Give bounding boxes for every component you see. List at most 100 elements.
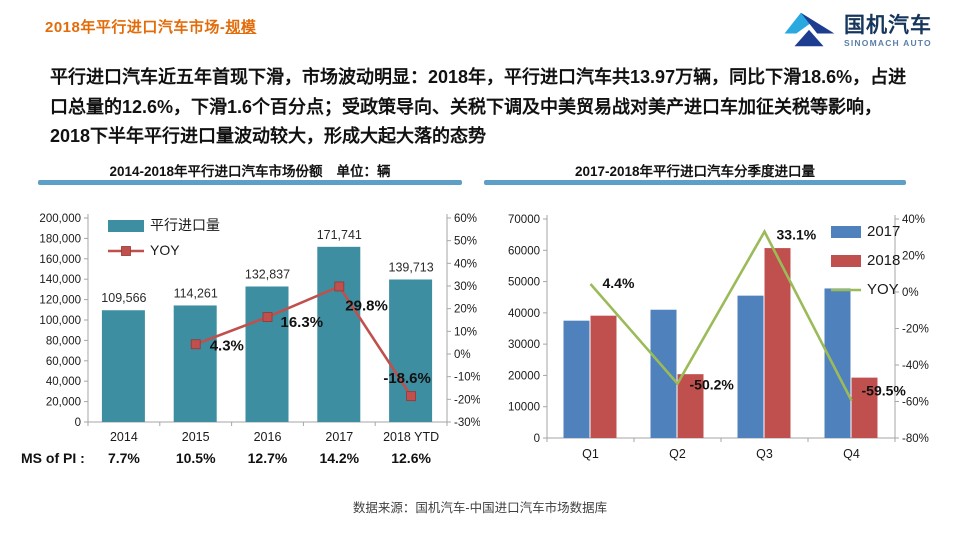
ms-of-pi-value: 14.2% — [319, 450, 359, 466]
left-axis-tick-label: 100,000 — [39, 315, 81, 327]
ms-of-pi-value: 12.6% — [391, 450, 431, 466]
yoy-value-label: -59.5% — [862, 383, 907, 399]
bar-平行进口量 — [173, 305, 217, 422]
ms-of-pi-value: 10.5% — [176, 450, 216, 466]
yoy-line — [195, 284, 413, 397]
bar-2018 — [764, 248, 791, 438]
bar-2017 — [563, 320, 590, 438]
left-axis-tick-label: 0 — [534, 433, 540, 445]
bar-平行进口量 — [101, 310, 145, 422]
x-category-label: Q2 — [669, 447, 686, 461]
bar-2017 — [650, 309, 677, 438]
right-axis-tick-label: 0% — [902, 287, 919, 299]
left-axis-tick-label: 10000 — [508, 402, 540, 414]
logo-subtitle: SINOMACH AUTO — [844, 38, 932, 49]
left-axis-tick-label: 20000 — [508, 370, 540, 382]
bar-2017 — [737, 295, 764, 438]
legend-swatch-2018 — [831, 255, 861, 267]
sinomach-logo: 国机汽车 SINOMACH AUTO — [780, 8, 932, 55]
bar-value-label: 114,261 — [174, 286, 218, 300]
right-divider — [484, 180, 906, 185]
right-axis-tick-label: 40% — [902, 214, 925, 226]
left-axis-tick-label: 20,000 — [46, 397, 81, 409]
yoy-marker — [406, 391, 417, 402]
right-axis-tick-label: 10% — [454, 326, 477, 338]
left-axis-tick-label: 40,000 — [46, 376, 81, 388]
mountain-logo-icon — [780, 8, 838, 55]
data-source-note: 数据来源：国机汽车-中国进口汽车市场数据库 — [352, 501, 608, 515]
left-chart: 0 20,000 40,000 60,000 80,000 100,000 120,000 1… — [21, 213, 480, 466]
x-category-label: 2016 — [254, 430, 282, 444]
left-divider — [38, 180, 462, 185]
left-axis-tick-label: 80,000 — [46, 335, 81, 347]
bar-value-label: 171,741 — [317, 228, 362, 242]
yoy-marker — [262, 312, 273, 322]
legend-label-平行进口量: 平行进口量 — [150, 217, 220, 233]
right-axis-tick-label: 50% — [454, 236, 477, 248]
yoy-value-label: 4.3% — [210, 337, 244, 354]
right-axis-tick-label: -40% — [902, 360, 929, 372]
bar-value-label: 109,566 — [101, 291, 146, 305]
right-axis-tick-label: 20% — [902, 251, 925, 263]
yoy-value-label: -18.6% — [383, 370, 431, 387]
yoy-value-label: 4.4% — [603, 275, 635, 291]
left-axis-tick-label: 120,000 — [39, 295, 81, 307]
left-axis-tick-label: 70000 — [508, 214, 540, 226]
left-chart-unit: 单位：辆 — [336, 164, 391, 179]
legend-swatch-2017 — [831, 226, 861, 238]
summary-text: 平行进口汽车近五年首现下滑，市场波动明显：2018年，平行进口汽车共13.97万… — [50, 67, 907, 147]
bar-value-label: 139,713 — [389, 260, 434, 274]
page-title-prefix: 2018年平行进口汽车市场- — [45, 19, 226, 36]
bar-2018 — [851, 377, 878, 438]
ms-of-pi-value: 7.7% — [108, 450, 140, 466]
left-axis-tick-label: 50000 — [508, 277, 540, 289]
right-axis-tick-label: -30% — [454, 417, 480, 429]
left-axis-tick-label: 30000 — [508, 339, 540, 351]
x-category-label: 2018 YTD — [383, 430, 439, 444]
left-axis-tick-label: 40000 — [508, 308, 540, 320]
right-axis-tick-label: -20% — [454, 394, 480, 406]
right-chart-title: 2017-2018年平行进口汽车分季度进口量 — [574, 164, 816, 179]
left-axis-tick-label: 160,000 — [39, 254, 81, 266]
logo-name: 国机汽车 — [844, 14, 932, 38]
bar-平行进口量 — [317, 246, 361, 422]
legend-label-2018: 2018 — [867, 252, 900, 269]
left-axis-tick-label: 140,000 — [39, 274, 81, 286]
yoy-marker — [334, 281, 345, 292]
right-axis-tick-label: -10% — [454, 372, 480, 384]
x-category-label: 2017 — [325, 430, 353, 444]
legend-swatch-平行进口量 — [108, 220, 144, 232]
bar-2017 — [824, 288, 851, 438]
left-axis-tick-label: 200,000 — [39, 213, 81, 225]
yoy-value-label: 33.1% — [777, 227, 817, 243]
x-category-label: 2015 — [182, 430, 210, 444]
right-axis-tick-label: 60% — [454, 213, 477, 225]
page-title: 2018年平行进口汽车市场-规模 — [45, 16, 256, 37]
bar-2018 — [590, 315, 617, 438]
right-chart: 0 10000 20000 30000 40000 50000 60000 70000 -80%… — [508, 214, 929, 461]
page-title-emphasis: 规模 — [225, 19, 257, 36]
bar-value-label: 132,837 — [245, 268, 290, 282]
right-axis-tick-label: 0% — [454, 349, 471, 361]
left-chart-title: 2014-2018年平行进口汽车市场份额 单位：辆 — [109, 164, 391, 179]
x-category-label: Q1 — [582, 447, 599, 461]
x-category-label: 2014 — [110, 430, 138, 444]
x-category-label: Q4 — [843, 447, 860, 461]
legend-label-YOY: YOY — [150, 242, 180, 258]
right-axis-tick-label: -60% — [902, 397, 929, 409]
right-axis-tick-label: 20% — [454, 304, 477, 316]
yoy-value-label: -50.2% — [690, 377, 735, 393]
left-axis-tick-label: 60,000 — [46, 356, 81, 368]
yoy-value-label: 16.3% — [281, 314, 324, 331]
right-axis-tick-label: 40% — [454, 258, 477, 270]
left-axis-tick-label: 180,000 — [39, 233, 81, 245]
bar-2018 — [677, 374, 704, 438]
ms-of-pi-label: MS of PI : — [21, 450, 85, 466]
x-category-label: Q3 — [756, 447, 773, 461]
right-axis-tick-label: -20% — [902, 324, 929, 336]
yoy-marker — [190, 339, 201, 350]
legend-marker-YOY — [121, 246, 131, 256]
right-axis-tick-label: 30% — [454, 281, 477, 293]
left-axis-tick-label: 60000 — [508, 245, 540, 257]
